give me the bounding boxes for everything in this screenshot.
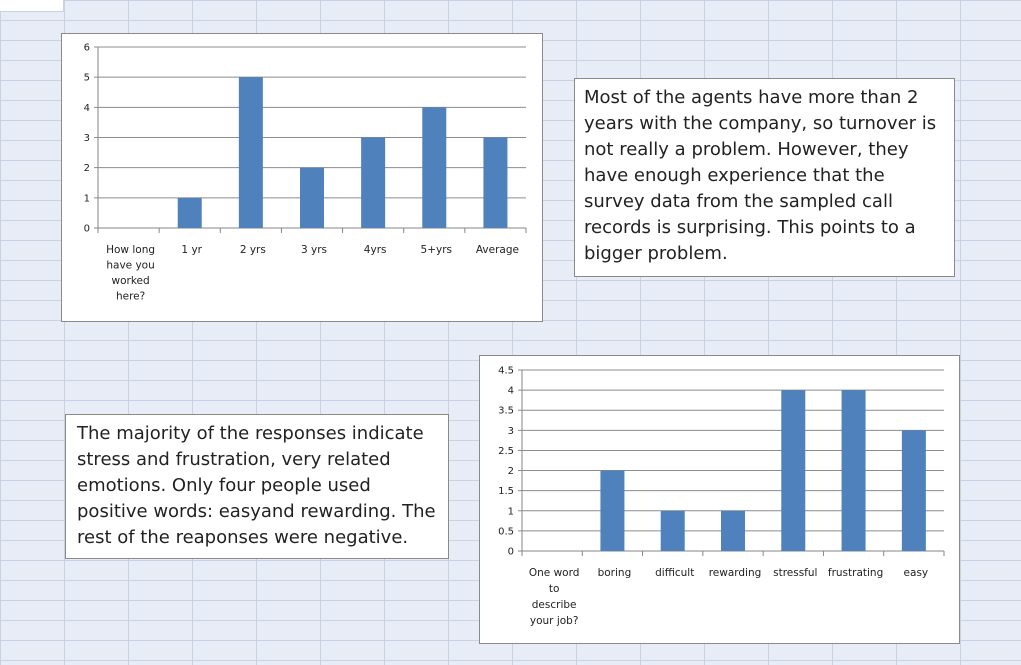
- bar: [781, 390, 806, 551]
- y-tick-label: 4: [508, 386, 514, 397]
- words-comment-textbox[interactable]: The majority of the responses indicate s…: [65, 414, 449, 559]
- bar: [841, 390, 866, 551]
- y-tick-label: 1.5: [498, 486, 514, 497]
- bar: [177, 197, 202, 228]
- tenure-comment-textbox[interactable]: Most of the agents have more than 2 year…: [574, 78, 955, 277]
- bar: [483, 137, 508, 228]
- y-tick-label: 4: [84, 103, 90, 114]
- x-category-label: 3 yrs: [301, 244, 327, 256]
- y-tick-label: 1: [84, 193, 90, 204]
- bar: [721, 510, 745, 551]
- y-tick-label: 3.5: [498, 406, 514, 417]
- tenure-bar-chart[interactable]: 0 1 2 3 4 5 6 How long have you worked here? 1 yr 2 …: [61, 33, 543, 322]
- y-tick-label: 2: [508, 466, 514, 477]
- bar: [422, 107, 447, 228]
- x-category-label: describe: [532, 599, 577, 611]
- y-tick-label: 1: [508, 506, 514, 517]
- tenure-comment-text: Most of the agents have more than 2 year…: [584, 87, 937, 264]
- bar: [238, 77, 263, 228]
- bar: [361, 137, 386, 228]
- tenure-chart-svg: 0 1 2 3 4 5 6 How long have you worked here? 1 yr 2 …: [84, 43, 527, 303]
- y-tick-label: 6: [84, 43, 90, 54]
- y-tick-label: 2.5: [498, 446, 514, 457]
- x-category-label: difficult: [655, 567, 694, 579]
- x-category-label: easy: [904, 567, 929, 579]
- y-tick-label: 0: [84, 224, 90, 235]
- bar: [901, 430, 926, 551]
- y-tick-label: 3: [84, 133, 90, 144]
- bar: [600, 470, 625, 551]
- y-tick-label: 4.5: [498, 366, 514, 377]
- job-words-bar-chart[interactable]: 0 0.5 1 1.5 2 2.5 3 3.5 4 4.5 One word to describe yo…: [479, 355, 960, 644]
- x-category-label: boring: [598, 567, 632, 579]
- x-category-label: frustrating: [828, 567, 883, 579]
- x-category-label: 5+yrs: [421, 244, 452, 256]
- x-category-label: 4yrs: [364, 244, 387, 256]
- x-category-label: 2 yrs: [240, 244, 266, 256]
- x-category-label: have you: [106, 260, 154, 272]
- x-category-label: One word: [529, 567, 580, 579]
- x-category-label: worked: [111, 275, 149, 287]
- y-tick-label: 5: [84, 73, 90, 84]
- x-category-label: 1 yr: [181, 244, 202, 256]
- job-words-chart-svg: 0 0.5 1 1.5 2 2.5 3 3.5 4 4.5 One word to describe yo…: [498, 366, 945, 627]
- x-category-label: stressful: [773, 567, 817, 579]
- y-tick-label: 0: [508, 547, 514, 558]
- x-category-label: rewarding: [709, 567, 762, 579]
- bar: [660, 510, 685, 551]
- words-comment-text: The majority of the responses indicate s…: [77, 423, 436, 548]
- x-category-label: How long: [106, 244, 155, 256]
- spreadsheet-corner-cell[interactable]: [0, 0, 64, 12]
- y-tick-label: 2: [84, 163, 90, 174]
- x-category-label: Average: [476, 244, 519, 256]
- x-category-label: your job?: [530, 615, 579, 627]
- bar: [300, 167, 324, 228]
- y-tick-label: 3: [508, 426, 514, 437]
- y-tick-label: 0.5: [498, 526, 514, 537]
- x-category-label: to: [549, 583, 560, 595]
- x-category-label: here?: [116, 291, 145, 303]
